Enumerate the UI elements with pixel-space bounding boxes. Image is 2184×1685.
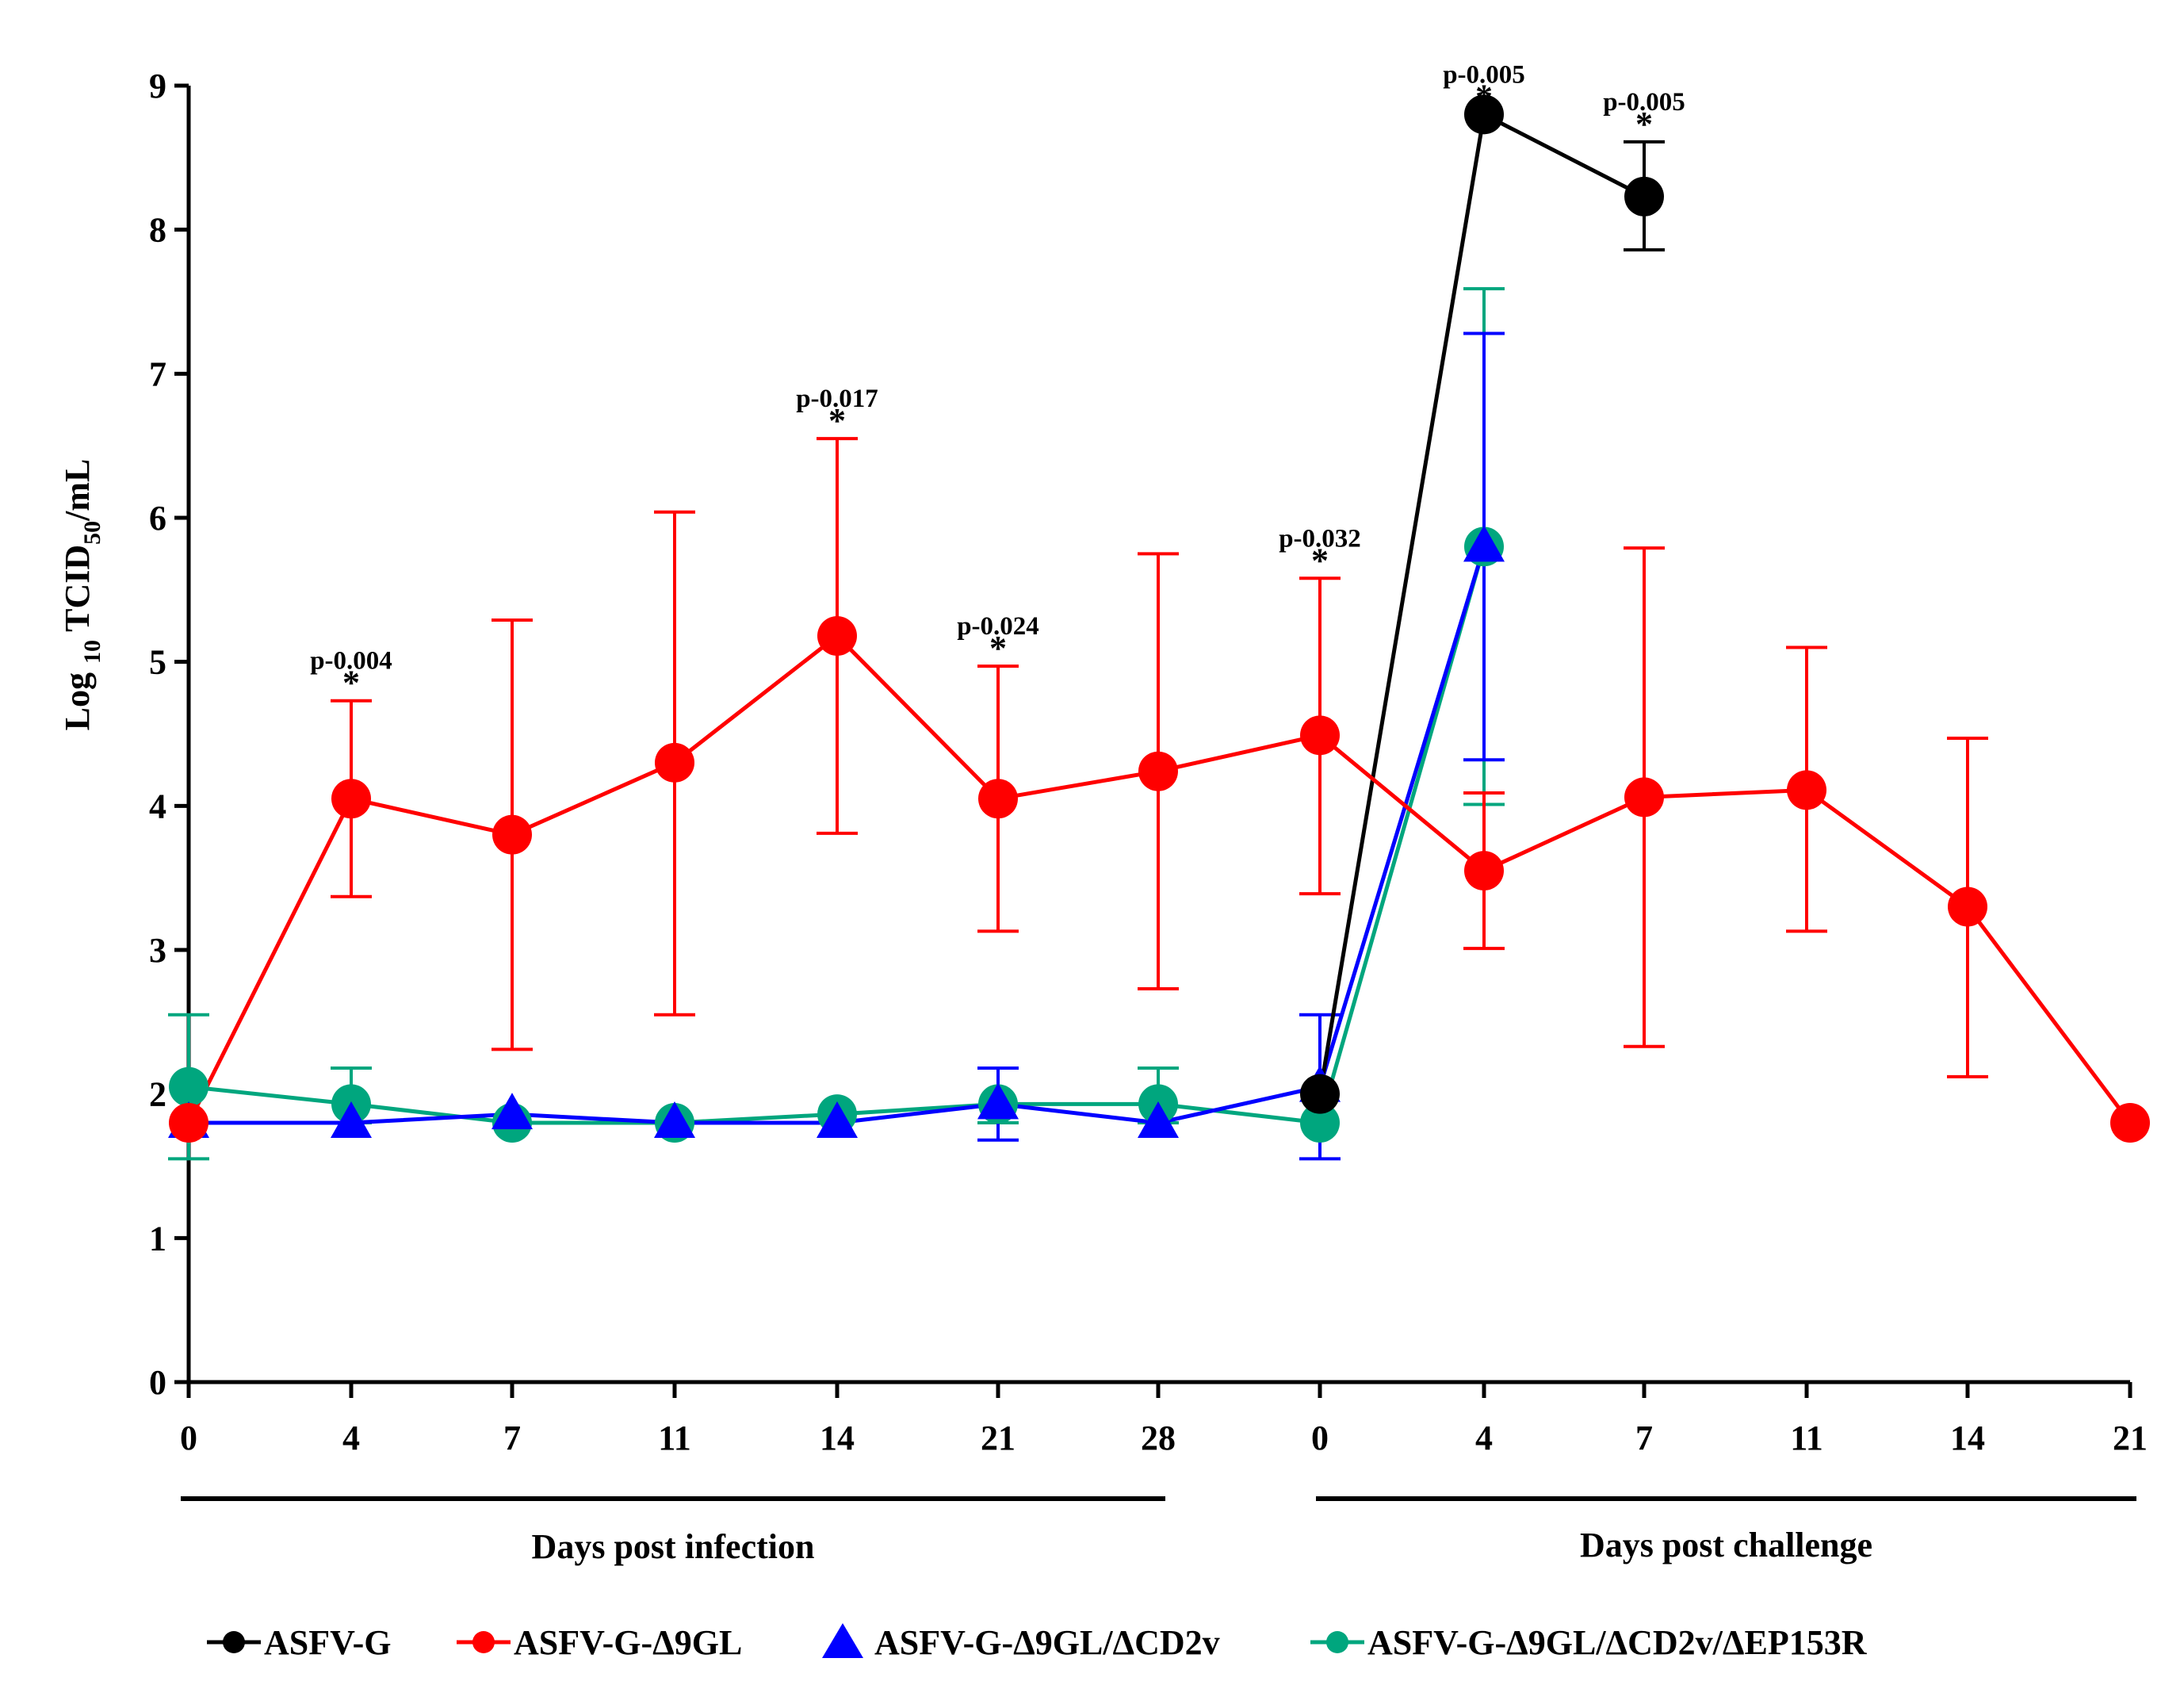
x-tick-label: 0	[1311, 1419, 1329, 1457]
x-tick-label: 21	[981, 1419, 1016, 1457]
legend: ASFV-G ASFV-G-Δ9GL ASFV-G-Δ9GL/ΔCD2v ASFV-G…	[207, 1623, 1868, 1662]
y-tick-label: 2	[149, 1075, 166, 1114]
legend-label: ASFV-G-Δ9GL	[514, 1623, 742, 1662]
y-tick-label: 4	[149, 787, 166, 825]
y-tick-label: 8	[149, 211, 166, 250]
data-point	[331, 1101, 372, 1138]
significance-star: *	[989, 629, 1007, 668]
annotations: *p-0.004*p-0.017*p-0.024*p-0.032*p-0.005…	[310, 60, 1685, 702]
significance-star: *	[1311, 541, 1329, 580]
data-point	[1300, 1103, 1340, 1143]
p-value-label: p-0.004	[310, 647, 392, 676]
legend-marker	[1326, 1631, 1348, 1653]
data-point	[1300, 1074, 1340, 1114]
x-group-label: Days post challenge	[1580, 1526, 1872, 1564]
y-tick-label: 5	[149, 643, 166, 682]
legend-marker	[472, 1631, 495, 1653]
data-point	[1464, 94, 1504, 135]
x-tick-label: 11	[1790, 1419, 1823, 1457]
data-point	[655, 742, 694, 783]
legend-label: ASFV-G-Δ9GL/ΔCD2v/ΔEP153R	[1367, 1623, 1868, 1662]
data-point	[1624, 777, 1664, 818]
x-group-label: Days post infection	[532, 1527, 815, 1566]
data-point	[492, 814, 532, 855]
data-point	[1624, 176, 1664, 216]
data-point	[1464, 851, 1504, 891]
legend-label: ASFV-G-Δ9GL/ΔCD2v	[874, 1623, 1220, 1662]
p-value-label: p-0.005	[1603, 88, 1685, 117]
data-point	[1787, 770, 1826, 810]
error-bars	[168, 140, 1988, 1161]
axes: 0 1 2 3 4 5 6 7 8 9 0 4 7 11 14 21 28 0 4 7 11 14 21 Days post …	[58, 67, 2148, 1566]
y-tick-label: 3	[149, 931, 166, 970]
x-tick-label: 4	[342, 1419, 360, 1457]
y-axis-title: Log 10 TCID50/mL	[58, 459, 105, 731]
data-point	[331, 779, 371, 819]
p-value-label: p-0.005	[1443, 60, 1525, 89]
x-tick-label: 21	[2113, 1419, 2148, 1457]
x-tick-label: 7	[503, 1419, 521, 1457]
x-tick-label: 28	[1141, 1419, 1176, 1457]
p-value-label: p-0.017	[796, 385, 878, 413]
data-point	[977, 1082, 1019, 1120]
p-value-label: p-0.024	[957, 612, 1039, 641]
y-tick-label: 7	[149, 354, 166, 393]
data-point	[817, 1101, 858, 1138]
data-point	[1138, 751, 1178, 791]
data-point	[817, 615, 857, 656]
x-tick-label: 0	[180, 1419, 197, 1457]
x-tick-label: 4	[1475, 1419, 1493, 1457]
p-value-label: p-0.032	[1279, 524, 1361, 553]
series-markers	[168, 94, 2150, 1143]
legend-marker	[223, 1631, 245, 1653]
x-tick-label: 11	[658, 1419, 691, 1457]
x-tick-label: 14	[820, 1419, 855, 1457]
data-point	[1300, 715, 1340, 756]
y-tick-label: 0	[149, 1363, 166, 1402]
data-point	[169, 1103, 208, 1143]
data-point	[978, 779, 1018, 819]
significance-star: *	[1635, 105, 1653, 144]
x-tick-label: 7	[1635, 1419, 1653, 1457]
legend-label: ASFV-G	[264, 1623, 392, 1662]
significance-star: *	[342, 664, 360, 703]
significance-star: *	[1475, 77, 1493, 116]
y-tick-label: 1	[149, 1219, 166, 1258]
x-tick-label: 14	[1950, 1419, 1985, 1457]
data-point	[1948, 887, 1987, 927]
y-tick-label: 9	[149, 67, 166, 105]
data-point	[169, 1067, 208, 1107]
data-point	[2110, 1103, 2150, 1143]
data-point	[1138, 1101, 1179, 1138]
y-tick-label: 6	[149, 499, 166, 538]
significance-star: *	[828, 401, 846, 440]
data-point	[491, 1093, 533, 1130]
data-point	[1463, 525, 1505, 562]
legend-marker	[822, 1623, 863, 1658]
data-point	[654, 1101, 695, 1138]
